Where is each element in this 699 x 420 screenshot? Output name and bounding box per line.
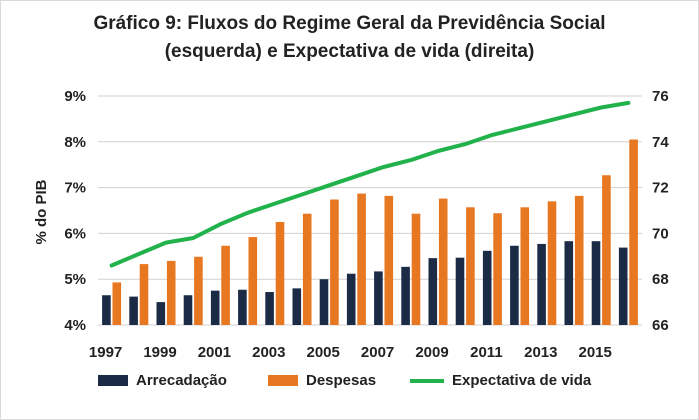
right-tick-label: 72 <box>652 180 669 197</box>
x-tick-label: 2013 <box>524 344 557 361</box>
legend-swatch-despesas <box>268 375 298 386</box>
bar-arrecadacao-2005 <box>319 279 329 325</box>
legend-label-arrecadacao: Arrecadação <box>136 372 227 389</box>
right-tick-label: 74 <box>652 134 669 151</box>
right-tick-label: 66 <box>652 317 669 334</box>
legend-label-expectativa: Expectativa de vida <box>452 372 592 389</box>
legend-item-despesas: Despesas <box>268 372 376 389</box>
left-tick-label: 9% <box>64 88 86 105</box>
bar-despesas-2001 <box>221 245 230 325</box>
bar-arrecadacao-2014 <box>564 241 574 325</box>
bar-despesas-1999 <box>166 260 176 325</box>
legend-swatch-expectativa <box>410 378 444 383</box>
bar-despesas-2006 <box>357 193 366 325</box>
x-tick-label: 1997 <box>89 344 122 361</box>
bar-arrecadacao-2002 <box>238 289 247 325</box>
line-series <box>109 100 631 268</box>
bar-arrecadacao-1998 <box>129 296 138 325</box>
bar-arrecadacao-2015 <box>591 241 601 325</box>
y-axis-title: % do PIB <box>33 179 50 244</box>
bar-despesas-2005 <box>330 199 339 325</box>
bar-arrecadacao-1997 <box>102 295 111 325</box>
bar-despesas-2010 <box>466 207 475 325</box>
bar-despesas-2000 <box>194 256 203 325</box>
gridlines <box>98 95 642 326</box>
bar-arrecadacao-2000 <box>183 295 193 325</box>
chart-title-line2: (esquerda) e Expectativa de vida (direit… <box>164 41 535 62</box>
x-tick-label: 2001 <box>198 344 231 361</box>
bar-arrecadacao-2013 <box>537 243 546 325</box>
bar-despesas-2011 <box>493 213 502 325</box>
x-tick-label: 1999 <box>143 344 176 361</box>
x-tick-label: 2005 <box>307 344 340 361</box>
legend-swatch-arrecadacao <box>98 375 128 386</box>
right-axis-ticks: 66 68 70 72 74 76 <box>652 88 669 334</box>
left-tick-label: 4% <box>64 317 86 334</box>
bar-despesas-2014 <box>574 195 584 325</box>
left-tick-label: 5% <box>64 271 86 288</box>
bar-arrecadacao-2008 <box>401 266 410 325</box>
right-tick-label: 70 <box>652 225 669 242</box>
bar-arrecadacao-2011 <box>482 250 492 325</box>
bar-arrecadacao-2012 <box>510 245 519 325</box>
x-tick-label: 2011 <box>470 344 503 361</box>
line-expectativa-de-vida <box>109 100 631 268</box>
legend-item-arrecadacao: Arrecadação <box>98 372 227 389</box>
left-tick-label: 7% <box>64 180 86 197</box>
right-tick-label: 76 <box>652 88 669 105</box>
x-axis-ticks: 1997 1999 2001 2003 2005 2007 2009 2011 2013 2015 <box>89 344 612 361</box>
bar-despesas-2015 <box>602 175 611 325</box>
bar-despesas-2003 <box>275 221 285 325</box>
legend-label-despesas: Despesas <box>306 372 377 389</box>
bar-arrecadacao-2016 <box>618 247 628 325</box>
right-tick-label: 68 <box>652 271 669 288</box>
x-tick-label: 2003 <box>252 344 285 361</box>
bar-despesas-2002 <box>248 237 258 325</box>
legend: Arrecadação Despesas Expectativa de vida <box>0 372 699 402</box>
x-tick-label: 2007 <box>361 344 394 361</box>
bar-arrecadacao-2007 <box>374 271 383 325</box>
bar-despesas-1997 <box>112 282 122 325</box>
bar-series <box>102 139 638 325</box>
legend-item-expectativa: Expectativa de vida <box>410 372 591 389</box>
bar-arrecadacao-2010 <box>455 257 465 325</box>
bar-arrecadacao-2004 <box>292 288 302 325</box>
x-tick-label: 2009 <box>415 344 448 361</box>
bar-despesas-2012 <box>520 207 530 325</box>
bar-arrecadacao-2003 <box>265 292 274 325</box>
chart-title-line1: Gráfico 9: Fluxos do Regime Geral da Pre… <box>93 13 606 34</box>
x-tick-label: 2015 <box>579 344 612 361</box>
bar-despesas-2009 <box>438 198 448 325</box>
bar-despesas-2007 <box>384 195 394 325</box>
bar-arrecadacao-2006 <box>346 273 356 325</box>
bar-despesas-2013 <box>547 201 557 325</box>
bar-arrecadacao-2001 <box>210 290 220 325</box>
left-axis-ticks: 4% 5% 6% 7% 8% 9% <box>64 88 86 334</box>
chart-title: Gráfico 9: Fluxos do Regime Geral da Pre… <box>0 10 699 66</box>
bar-arrecadacao-1999 <box>156 302 166 325</box>
bar-arrecadacao-2009 <box>428 258 438 325</box>
left-tick-label: 8% <box>64 134 86 151</box>
bar-despesas-2008 <box>411 213 421 325</box>
bar-despesas-2016 <box>629 139 638 325</box>
bar-despesas-1998 <box>139 264 149 325</box>
left-tick-label: 6% <box>64 225 86 242</box>
bar-despesas-2004 <box>302 213 312 325</box>
